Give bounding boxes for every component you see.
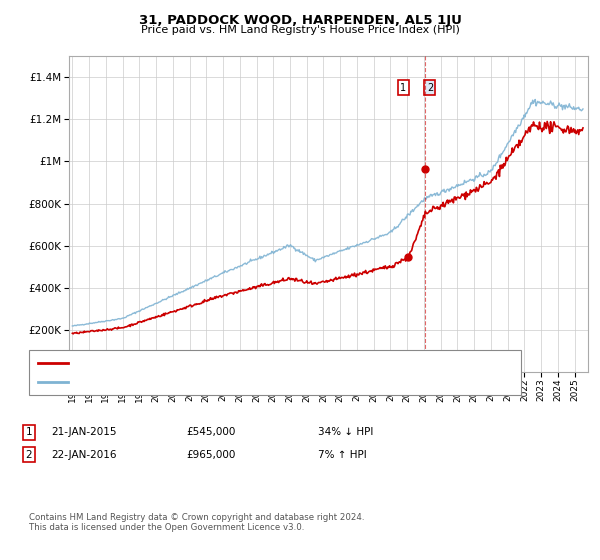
Text: £545,000: £545,000 xyxy=(186,427,235,437)
Text: 31, PADDOCK WOOD, HARPENDEN, AL5 1JU: 31, PADDOCK WOOD, HARPENDEN, AL5 1JU xyxy=(139,14,461,27)
Text: 34% ↓ HPI: 34% ↓ HPI xyxy=(318,427,373,437)
Text: Price paid vs. HM Land Registry's House Price Index (HPI): Price paid vs. HM Land Registry's House … xyxy=(140,25,460,35)
Text: 31, PADDOCK WOOD, HARPENDEN, AL5 1JU (detached house): 31, PADDOCK WOOD, HARPENDEN, AL5 1JU (de… xyxy=(74,357,395,367)
Text: 1: 1 xyxy=(25,427,32,437)
Text: 7% ↑ HPI: 7% ↑ HPI xyxy=(318,450,367,460)
Text: 21-JAN-2015: 21-JAN-2015 xyxy=(51,427,116,437)
Text: 2: 2 xyxy=(25,450,32,460)
Text: £965,000: £965,000 xyxy=(186,450,235,460)
Text: HPI: Average price, detached house, St Albans: HPI: Average price, detached house, St A… xyxy=(74,377,316,388)
Text: 2: 2 xyxy=(427,83,433,92)
Text: 1: 1 xyxy=(400,83,406,92)
Text: 22-JAN-2016: 22-JAN-2016 xyxy=(51,450,116,460)
Text: Contains HM Land Registry data © Crown copyright and database right 2024.
This d: Contains HM Land Registry data © Crown c… xyxy=(29,512,364,532)
